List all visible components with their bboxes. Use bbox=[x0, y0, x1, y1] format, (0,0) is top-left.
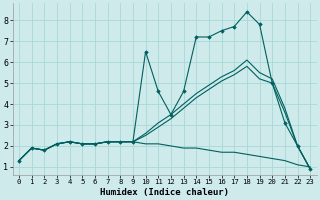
X-axis label: Humidex (Indice chaleur): Humidex (Indice chaleur) bbox=[100, 188, 229, 197]
